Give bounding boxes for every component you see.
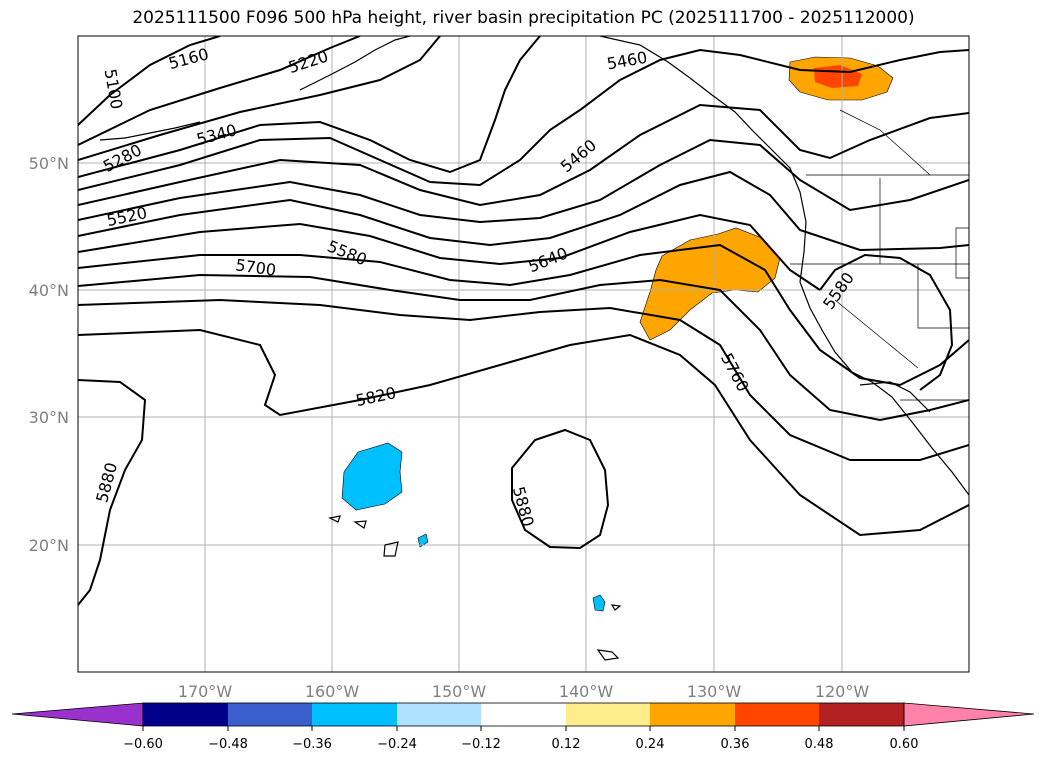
lat-label: 20°N: [29, 536, 69, 555]
longitude-labels: 170°W 160°W 150°W 140°W 130°W 120°W: [178, 682, 870, 701]
colorbar-segment: [735, 703, 819, 726]
colorbar-segment: [819, 703, 904, 726]
lat-label: 30°N: [29, 408, 69, 427]
lon-label: 140°W: [559, 682, 614, 701]
colorbar-tick-label: 0.24: [636, 737, 665, 752]
colorbar-tick-label: −0.12: [461, 737, 501, 752]
lon-label: 170°W: [178, 682, 233, 701]
lon-label: 150°W: [432, 682, 487, 701]
colorbar-segment: [312, 703, 397, 726]
lon-label: 130°W: [687, 682, 742, 701]
precip-region-small-island-a: [417, 533, 429, 548]
colorbar-tick-label: −0.60: [123, 737, 163, 752]
colorbar-extend-low: [11, 702, 144, 727]
lat-label: 50°N: [29, 154, 69, 173]
lat-label: 40°N: [29, 281, 69, 300]
colorbar-tick-label: −0.48: [208, 737, 248, 752]
colorbar-segment: [650, 703, 735, 726]
lon-label: 120°W: [815, 682, 870, 701]
colorbar-segment: [228, 703, 312, 726]
map-panel: [77, 35, 970, 673]
map-frame: [77, 35, 970, 673]
map-title: 2025111500 F096 500 hPa height, river ba…: [132, 8, 915, 28]
colorbar-segment: [143, 703, 228, 726]
colorbar: −0.60 −0.48 −0.36 −0.24 −0.12 0.12 0.24 …: [11, 702, 1035, 752]
colorbar-tick-label: −0.36: [292, 737, 332, 752]
colorbar-tick-label: 0.48: [805, 737, 834, 752]
height-contours: [78, 36, 969, 606]
lon-label: 160°W: [305, 682, 360, 701]
colorbar-tick-label: 0.12: [552, 737, 581, 752]
colorbar-segment: [397, 703, 481, 726]
colorbar-tick-label: −0.24: [377, 737, 417, 752]
gridlines: [78, 36, 969, 672]
colorbar-tick-label: 0.60: [890, 737, 919, 752]
colorbar-segment: [566, 703, 650, 726]
coastlines: [99, 36, 969, 661]
colorbar-segment: [481, 703, 566, 726]
precip-region-small-island-b: [592, 594, 606, 612]
colorbar-tick-label: 0.36: [721, 737, 750, 752]
latitude-labels: 50°N 40°N 30°N 20°N: [29, 154, 69, 555]
colorbar-extend-high: [903, 702, 1035, 727]
precip-region-hawaii-region: [341, 442, 403, 511]
